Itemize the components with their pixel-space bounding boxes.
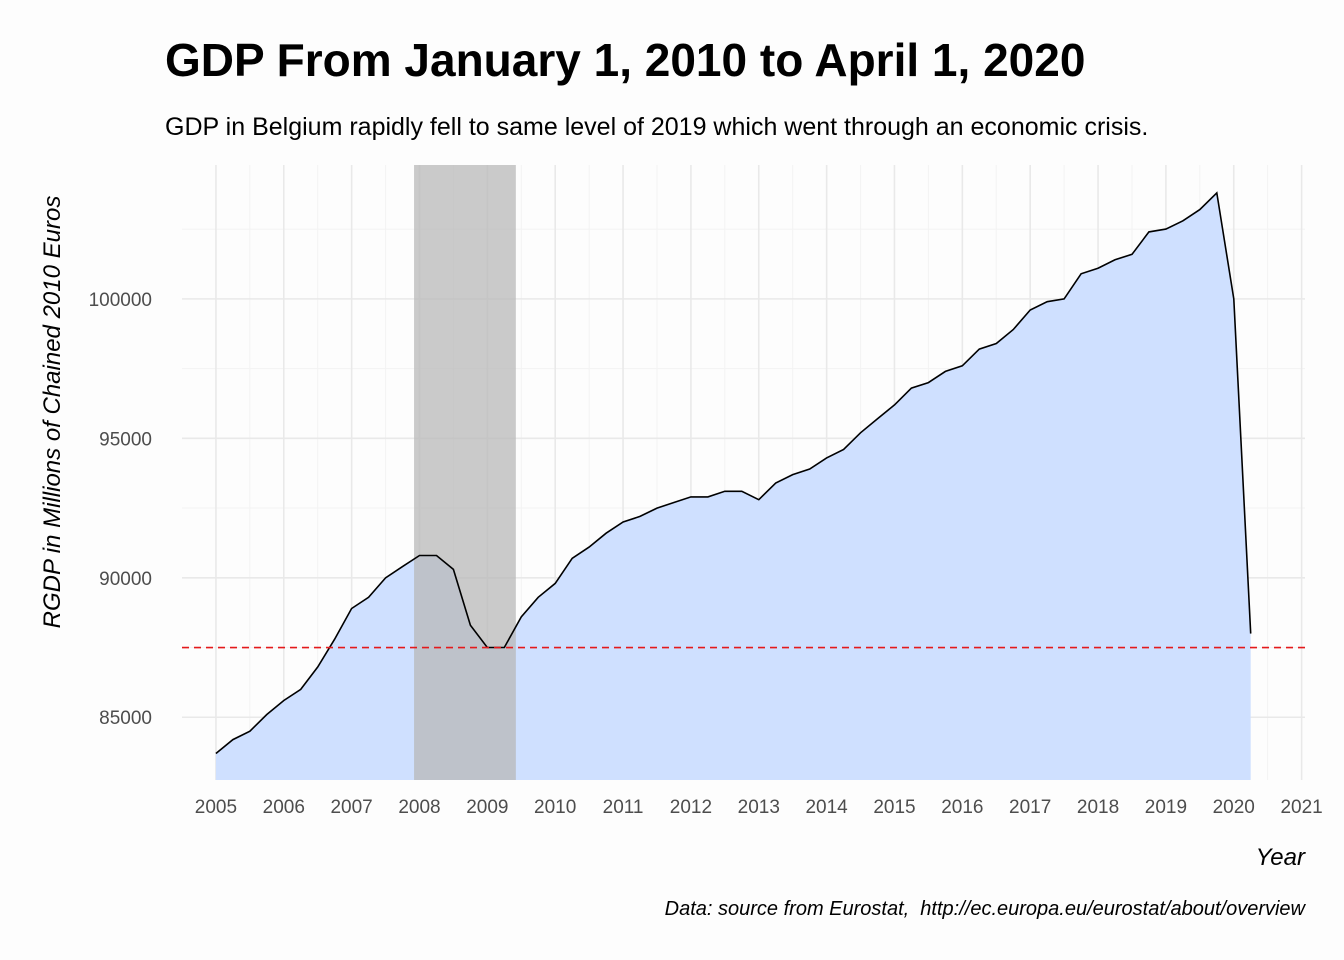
x-tick-label: 2010 xyxy=(534,797,576,818)
x-tick-label: 2006 xyxy=(263,797,305,818)
x-tick-label: 2020 xyxy=(1213,797,1255,818)
x-tick-label: 2008 xyxy=(398,797,440,818)
x-tick-label: 2021 xyxy=(1280,797,1322,818)
x-tick-label: 2015 xyxy=(873,797,915,818)
recession-band xyxy=(414,165,516,780)
x-tick-label: 2014 xyxy=(805,797,848,818)
chart-subtitle: GDP in Belgium rapidly fell to same leve… xyxy=(165,113,1148,141)
y-tick-label: 85000 xyxy=(99,708,152,729)
y-tick-label: 95000 xyxy=(99,429,152,450)
y-tick-label: 90000 xyxy=(99,569,152,590)
chart-caption: Data: source from Eurostat, http://ec.eu… xyxy=(665,898,1307,920)
x-tick-label: 2012 xyxy=(670,797,712,818)
plot-panel xyxy=(182,165,1305,780)
gdp-line xyxy=(215,191,1252,755)
y-tick-label: 100000 xyxy=(89,290,152,311)
x-tick-label: 2017 xyxy=(1009,797,1051,818)
y-axis-ticks: 85000 90000 95000 100000 xyxy=(89,290,152,729)
x-tick-label: 2013 xyxy=(738,797,780,818)
x-tick-label: 2019 xyxy=(1145,797,1187,818)
gdp-area xyxy=(215,192,1251,780)
x-tick-label: 2016 xyxy=(941,797,983,818)
chart-title: GDP From January 1, 2010 to April 1, 202… xyxy=(165,34,1085,86)
y-axis-title: RGDP in Millions of Chained 2010 Euros xyxy=(39,196,66,629)
x-tick-label: 2018 xyxy=(1077,797,1119,818)
x-axis-ticks: 2005 2006 2007 2008 2009 2010 2011 2012 2013 2014… xyxy=(195,797,1323,818)
x-axis-title: Year xyxy=(1256,844,1306,871)
x-tick-label: 2007 xyxy=(330,797,372,818)
x-tick-label: 2009 xyxy=(466,797,508,818)
x-tick-label: 2005 xyxy=(195,797,237,818)
x-tick-label: 2011 xyxy=(603,797,644,818)
